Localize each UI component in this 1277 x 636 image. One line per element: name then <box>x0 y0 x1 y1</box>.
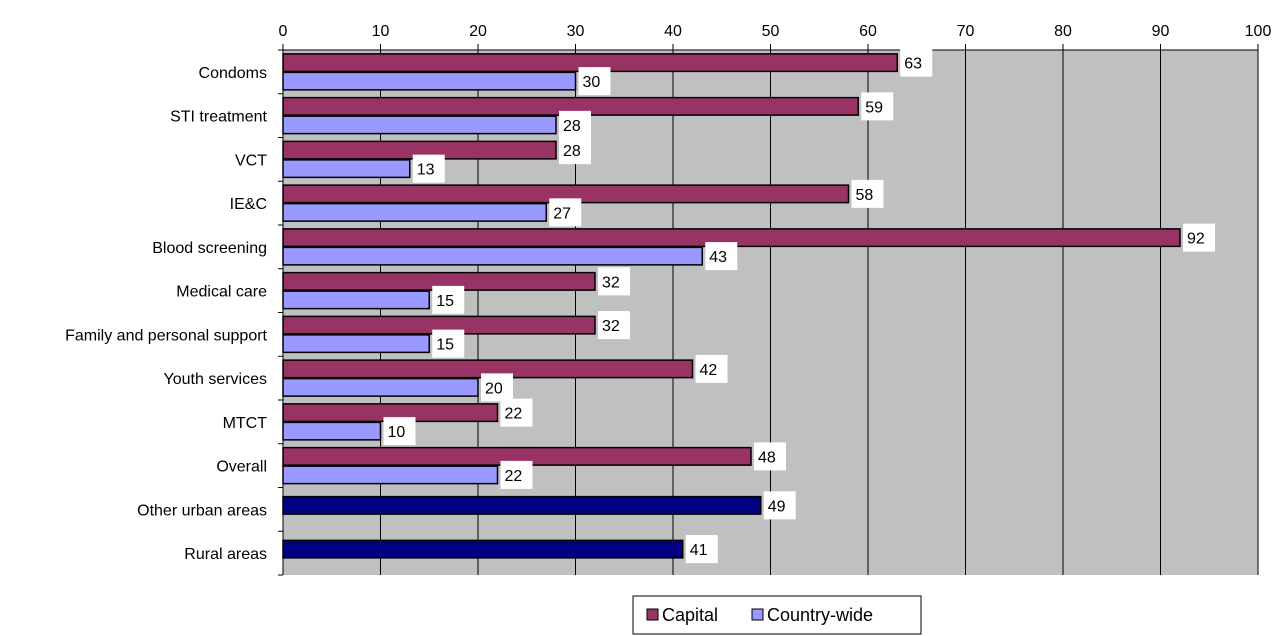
data-label: 27 <box>553 205 571 222</box>
data-label: 10 <box>388 424 406 441</box>
bar <box>282 421 382 441</box>
data-label-bg <box>559 136 591 165</box>
bar <box>282 115 557 135</box>
data-label-bg <box>763 491 796 520</box>
data-label: 32 <box>602 318 620 335</box>
data-label: 28 <box>563 118 581 135</box>
data-label-bg <box>549 198 582 227</box>
data-label: 30 <box>583 74 601 91</box>
data-label-bg <box>900 48 933 77</box>
category-label: Condoms <box>199 65 267 82</box>
data-label-bg <box>481 373 513 402</box>
data-label: 13 <box>417 162 435 179</box>
x-tick-label: 10 <box>372 23 390 40</box>
data-label-bg <box>851 179 884 208</box>
data-label: 28 <box>563 143 581 160</box>
category-label: VCT <box>235 152 267 169</box>
category-label: Other urban areas <box>137 502 267 519</box>
data-label: 20 <box>485 380 503 397</box>
x-tick-label: 40 <box>664 23 682 40</box>
data-label-bg <box>861 92 894 121</box>
x-tick-label: 70 <box>957 23 975 40</box>
data-label-bg <box>578 67 611 96</box>
bar <box>282 71 577 91</box>
data-label-bg <box>705 242 738 271</box>
data-label: 42 <box>700 362 718 379</box>
x-tick-label: 20 <box>469 23 487 40</box>
bar <box>282 334 430 354</box>
data-label: 49 <box>768 498 786 515</box>
labels: 0 10 20 30 40 50 60 70 80 90 100 Condoms 63 30 STI tre… <box>65 23 1272 564</box>
data-label-bg <box>432 329 465 358</box>
data-label: 92 <box>1187 231 1205 248</box>
data-label: 15 <box>436 337 454 354</box>
legend-swatch <box>751 608 764 621</box>
legend: Capital Country-wide <box>632 595 922 635</box>
bar <box>282 495 762 515</box>
bar <box>282 465 499 485</box>
data-label-bg <box>432 285 465 314</box>
data-label-bg <box>559 110 591 139</box>
x-tick-label: 100 <box>1245 23 1272 40</box>
category-label: Youth services <box>164 371 267 388</box>
category-label: MTCT <box>223 415 268 432</box>
data-label-bg <box>500 398 533 427</box>
data-label: 63 <box>904 56 922 73</box>
bar <box>282 539 684 559</box>
data-label-bg <box>695 354 728 383</box>
category-label: Family and personal support <box>65 327 267 344</box>
x-tick-label: 80 <box>1054 23 1072 40</box>
x-tick-label: 30 <box>567 23 585 40</box>
data-label: 59 <box>865 99 883 116</box>
category-label: Rural areas <box>184 546 267 563</box>
bar <box>282 377 479 397</box>
legend-label: Capital <box>662 605 718 625</box>
data-label: 22 <box>505 468 523 485</box>
category-label: Medical care <box>176 284 267 301</box>
legend-swatch <box>646 608 659 621</box>
x-tick-label: 50 <box>762 23 780 40</box>
bar <box>282 159 411 179</box>
legend-label: Country-wide <box>767 605 873 625</box>
data-label-bg <box>598 267 630 296</box>
data-label-bg <box>598 311 630 340</box>
data-label-bg <box>500 460 533 489</box>
data-label-bg <box>685 535 718 564</box>
data-label: 32 <box>602 274 620 291</box>
x-tick-label: 60 <box>859 23 877 40</box>
data-label: 58 <box>856 187 874 204</box>
data-label: 22 <box>505 406 523 423</box>
data-label-bg <box>383 417 416 446</box>
x-tick-label: 90 <box>1152 23 1170 40</box>
data-label-bg <box>412 154 445 183</box>
data-label: 48 <box>758 449 776 466</box>
bar <box>282 246 703 266</box>
data-label-bg <box>1183 223 1215 252</box>
category-label: Blood screening <box>152 240 267 257</box>
x-tick-label: 0 <box>279 23 288 40</box>
bar <box>282 202 547 222</box>
category-label: Overall <box>216 459 267 476</box>
data-label: 41 <box>690 542 708 559</box>
data-label: 15 <box>436 293 454 310</box>
data-label: 43 <box>709 249 727 266</box>
bar <box>282 290 430 310</box>
category-label: IE&C <box>230 196 267 213</box>
data-label-bg <box>754 442 786 471</box>
legend-box <box>632 595 922 635</box>
category-label: STI treatment <box>170 109 267 126</box>
axes <box>278 44 1259 576</box>
